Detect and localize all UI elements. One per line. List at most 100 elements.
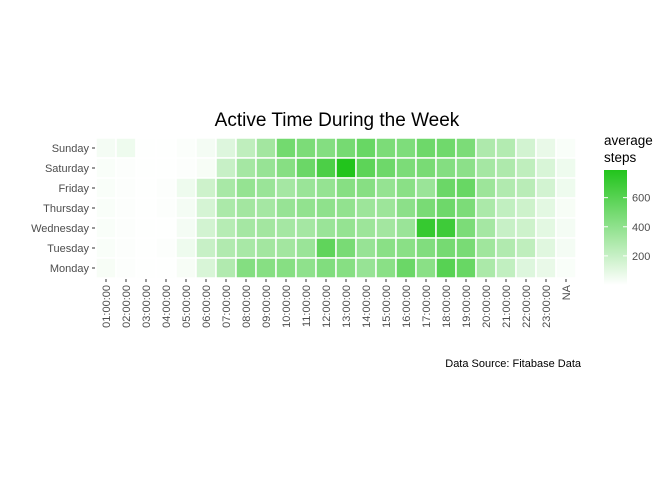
- heatmap-cell: [195, 137, 217, 159]
- heatmap-cell: [95, 217, 117, 239]
- heatmap-cell: [155, 257, 177, 279]
- heatmap-cell: [555, 137, 577, 159]
- x-tick-label: 14:00:00: [361, 285, 373, 328]
- heatmap-cell: [175, 257, 197, 279]
- legend-tick-label: 600: [632, 193, 650, 205]
- heatmap-cell: [495, 137, 517, 159]
- heatmap-cell: [255, 257, 277, 279]
- x-tick-label: 21:00:00: [501, 285, 513, 328]
- heatmap-cell: [535, 177, 557, 199]
- x-tick-label: 07:00:00: [221, 285, 233, 328]
- heatmap-cell: [295, 157, 317, 179]
- heatmap-cell: [275, 157, 297, 179]
- heatmap-cell: [115, 217, 137, 239]
- y-tick-label: Sunday: [52, 143, 90, 155]
- heatmap-cell: [315, 177, 337, 199]
- x-tick-label: 06:00:00: [201, 285, 213, 328]
- heatmap-cell: [235, 157, 257, 179]
- heatmap-cell: [535, 257, 557, 279]
- heatmap-cell: [275, 257, 297, 279]
- heatmap-cell: [415, 217, 437, 239]
- heatmap-cell: [295, 257, 317, 279]
- heatmap-cell: [155, 237, 177, 259]
- x-tick-label: 05:00:00: [181, 285, 193, 328]
- heatmap-cell: [315, 217, 337, 239]
- heatmap-cell: [255, 137, 277, 159]
- heatmap-cell: [395, 217, 417, 239]
- heatmap-cell: [515, 217, 537, 239]
- heatmap-cell: [435, 237, 457, 259]
- heatmap-cell: [455, 237, 477, 259]
- heatmap-cell: [435, 197, 457, 219]
- heatmap-cell: [395, 177, 417, 199]
- heatmap-cell: [255, 157, 277, 179]
- heatmap-cell: [115, 257, 137, 279]
- heatmap-cell: [135, 237, 157, 259]
- heatmap-cell: [515, 177, 537, 199]
- heatmap-cell: [395, 237, 417, 259]
- heatmap-cell: [515, 197, 537, 219]
- heatmap-cell: [355, 137, 377, 159]
- heatmap-cell: [315, 137, 337, 159]
- heatmap-cell: [315, 237, 337, 259]
- legend-title-line-2: steps: [604, 150, 637, 165]
- x-tick-label: 20:00:00: [481, 285, 493, 328]
- chart-title: Active Time During the Week: [215, 110, 460, 131]
- x-tick-label: 12:00:00: [321, 285, 333, 328]
- caption: Data Source: Fitabase Data: [445, 358, 582, 370]
- heatmap-cell: [415, 157, 437, 179]
- heatmap-cell: [275, 217, 297, 239]
- heatmap-cell: [315, 157, 337, 179]
- x-tick-label: 10:00:00: [281, 285, 293, 328]
- y-tick-label: Friday: [58, 183, 89, 195]
- heatmap-cell: [155, 197, 177, 219]
- heatmap-cell: [475, 137, 497, 159]
- heatmap-cell: [535, 197, 557, 219]
- heatmap-cell: [215, 177, 237, 199]
- x-tick-label: 23:00:00: [541, 285, 553, 328]
- heatmap-cell: [235, 177, 257, 199]
- heatmap-cell: [275, 137, 297, 159]
- heatmap-cell: [135, 217, 157, 239]
- heatmap-cell: [555, 177, 577, 199]
- heatmap-cell: [435, 177, 457, 199]
- heatmap-cell: [435, 137, 457, 159]
- heatmap-cell: [375, 257, 397, 279]
- heatmap-cell: [135, 177, 157, 199]
- heatmap-cell: [435, 217, 457, 239]
- heatmap-cell: [535, 217, 557, 239]
- heatmap-cell: [335, 197, 357, 219]
- heatmap-cell: [255, 217, 277, 239]
- heatmap-cell: [135, 257, 157, 279]
- heatmap-cell: [475, 237, 497, 259]
- heatmap-cell: [375, 177, 397, 199]
- heatmap-cell: [215, 157, 237, 179]
- heatmap-cell: [495, 177, 517, 199]
- heatmap-cell: [475, 217, 497, 239]
- heatmap-cell: [495, 217, 517, 239]
- heatmap-cell: [475, 177, 497, 199]
- x-tick-label: 15:00:00: [381, 285, 393, 328]
- heatmap-cell: [215, 237, 237, 259]
- heatmap-cell: [475, 257, 497, 279]
- heatmap-cell: [175, 197, 197, 219]
- heatmap-cell: [155, 137, 177, 159]
- heatmap-cell: [235, 217, 257, 239]
- heatmap-cell: [455, 217, 477, 239]
- heatmap-cell: [455, 137, 477, 159]
- heatmap-cell: [255, 197, 277, 219]
- heatmap-cell: [195, 177, 217, 199]
- heatmap-cell: [555, 197, 577, 219]
- heatmap-cell: [355, 177, 377, 199]
- legend-title-line-1: average: [604, 133, 653, 148]
- heatmap-cell: [515, 237, 537, 259]
- heatmap-cell: [135, 197, 157, 219]
- heatmap-cell: [455, 257, 477, 279]
- heatmap-cell: [495, 237, 517, 259]
- heatmap-cell: [495, 257, 517, 279]
- heatmap-cell: [455, 177, 477, 199]
- x-tick-label: 16:00:00: [401, 285, 413, 328]
- heatmap-cell: [335, 237, 357, 259]
- heatmap-cell: [475, 197, 497, 219]
